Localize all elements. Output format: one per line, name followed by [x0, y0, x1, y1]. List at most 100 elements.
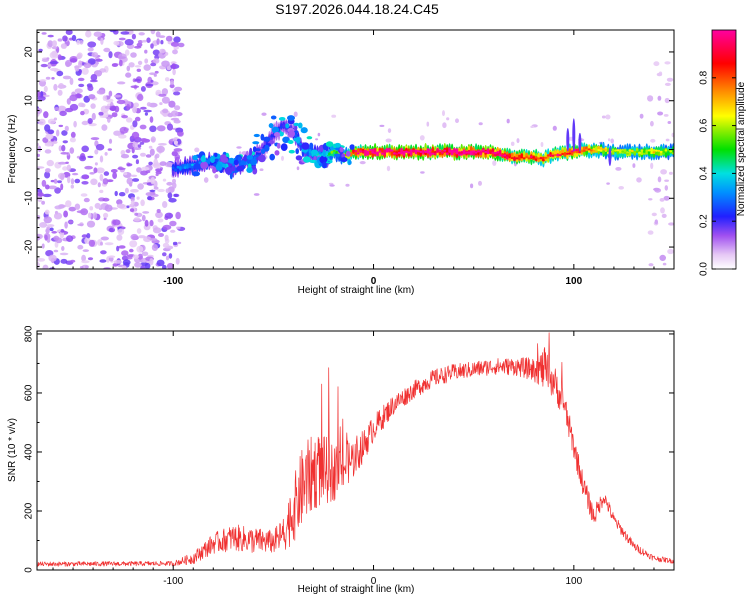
ridge-cell: [623, 151, 627, 154]
ridge-cell: [465, 151, 468, 154]
noise-speckle: [77, 77, 85, 82]
noise-speckle: [125, 117, 133, 123]
noise-speckle: [78, 83, 85, 88]
ridge-cell: [602, 149, 605, 155]
noise-speckle: [126, 104, 130, 111]
ridge-cell: [659, 150, 663, 153]
noise-speckle: [133, 147, 142, 151]
noise-speckle: [118, 37, 126, 41]
noise-speckle: [659, 254, 666, 261]
noise-speckle: [650, 138, 656, 143]
noise-speckle: [132, 142, 139, 148]
ridge-scatter: [282, 136, 290, 143]
noise-speckle: [145, 83, 154, 87]
ridge-cell: [597, 149, 601, 152]
noise-speckle: [661, 213, 667, 218]
noise-speckle: [109, 105, 117, 112]
faint-blob: [618, 186, 624, 190]
noise-speckle: [113, 94, 122, 98]
ridge-cell: [616, 149, 620, 152]
noise-speckle: [171, 151, 178, 157]
ridge-scatter: [193, 163, 201, 170]
ridge-cell: [534, 156, 538, 159]
noise-speckle: [40, 63, 48, 68]
noise-speckle: [37, 145, 42, 152]
colorbar-tick-label: 0.2: [699, 214, 710, 228]
noise-speckle: [128, 62, 135, 68]
noise-speckle: [39, 222, 48, 228]
noise-speckle: [82, 249, 90, 253]
noise-speckle: [88, 94, 96, 100]
ridge-cell: [575, 149, 579, 152]
noise-speckle: [172, 241, 178, 246]
ridge-cell: [424, 150, 427, 153]
ridge-cell: [390, 150, 394, 156]
noise-speckle: [81, 120, 89, 126]
noise-speckle: [62, 35, 68, 42]
noise-speckle: [158, 93, 167, 97]
noise-speckle: [44, 171, 51, 179]
noise-speckle: [172, 68, 176, 76]
ridge-cell: [640, 150, 644, 156]
ridge-cell: [657, 151, 661, 157]
noise-speckle: [73, 120, 77, 128]
ridge-cell: [638, 151, 641, 155]
noise-speckle: [51, 231, 57, 234]
noise-speckle: [106, 256, 110, 263]
noise-speckle: [653, 187, 660, 191]
ridge-cell: [578, 151, 581, 154]
noise-speckle: [104, 152, 108, 156]
ridge-scatter: [303, 156, 311, 163]
noise-speckle: [119, 126, 129, 134]
ridge-cell: [383, 150, 387, 156]
noise-speckle: [43, 216, 52, 224]
noise-speckle: [161, 60, 170, 67]
noise-speckle: [140, 170, 148, 176]
noise-speckle: [122, 259, 131, 266]
ridge-cell: [568, 152, 572, 155]
noise-speckle: [104, 242, 114, 246]
noise-speckle: [164, 77, 170, 82]
noise-speckle: [147, 195, 153, 201]
noise-speckle: [99, 155, 104, 163]
noise-speckle: [129, 240, 138, 248]
noise-speckle: [174, 105, 181, 111]
ridge-cell: [498, 154, 502, 157]
faint-blob: [281, 155, 284, 161]
noise-speckle: [74, 203, 81, 210]
ridge-cell: [640, 149, 644, 152]
noise-speckle: [142, 211, 150, 214]
noise-speckle: [118, 245, 126, 249]
noise-speckle: [650, 162, 654, 169]
ridge-scatter: [301, 142, 310, 150]
noise-speckle: [87, 41, 97, 48]
ridge-scatter: [212, 167, 217, 174]
noise-speckle: [43, 111, 49, 119]
noise-speckle: [58, 161, 67, 165]
ridge-cell: [602, 148, 605, 151]
noise-speckle: [126, 205, 130, 209]
faint-blob: [253, 193, 260, 196]
noise-speckle: [141, 251, 149, 257]
ridge-scatter: [345, 150, 351, 157]
noise-speckle: [131, 33, 136, 40]
noise-speckle: [53, 117, 58, 121]
faint-blob: [516, 138, 520, 144]
noise-speckle: [50, 138, 55, 142]
ridge-cell: [628, 151, 632, 157]
ridge-cell: [650, 151, 653, 155]
ridge-scatter: [268, 139, 274, 145]
noise-speckle: [53, 83, 58, 91]
noise-speckle: [54, 205, 63, 210]
ridge-scatter: [228, 157, 235, 164]
ridge-scatter: [280, 143, 288, 152]
ridge-cell: [354, 150, 358, 156]
noise-speckle: [45, 228, 50, 234]
x-tick-label: -100: [163, 576, 183, 587]
ridge-cell: [484, 150, 488, 154]
noise-speckle: [62, 166, 68, 171]
noise-speckle: [143, 109, 152, 113]
ridge-spike: [578, 132, 582, 152]
noise-speckle: [138, 32, 145, 36]
